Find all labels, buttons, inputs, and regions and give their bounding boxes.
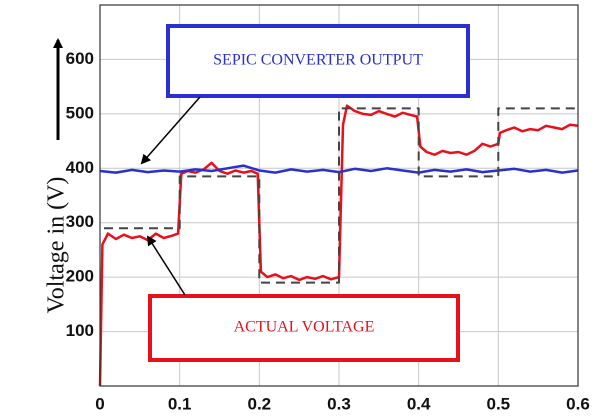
y-tick-label: 500: [66, 103, 94, 122]
y-tick-label: 100: [66, 321, 94, 340]
annotation-arrow: [140, 96, 201, 165]
x-tick-label: 0.4: [407, 394, 431, 413]
annotation-box: [166, 24, 470, 98]
x-tick-label: 0.2: [248, 394, 272, 413]
y-tick-label: 200: [66, 267, 94, 286]
x-tick-label: 0.5: [487, 394, 511, 413]
lines: [98, 104, 579, 387]
x-tick-label: 0: [95, 394, 104, 413]
y-tick-label: 300: [66, 212, 94, 231]
y-axis-label: Voltage in (V): [44, 177, 70, 314]
annotation: ACTUAL VOLTAGE: [234, 319, 375, 336]
y-tick-label: 600: [66, 49, 94, 68]
annotation: SEPIC CONVERTER OUTPUT: [213, 52, 423, 69]
series-line: [104, 107, 578, 284]
annotation-box: [148, 294, 460, 362]
x-tick-label: 0.1: [168, 394, 192, 413]
x-tick-label: 0.6: [566, 394, 590, 413]
plot-frame: [99, 4, 579, 387]
annotation-arrow: [146, 235, 186, 296]
x-tick-label: 0.3: [327, 394, 351, 413]
y-tick-label: 400: [66, 158, 94, 177]
